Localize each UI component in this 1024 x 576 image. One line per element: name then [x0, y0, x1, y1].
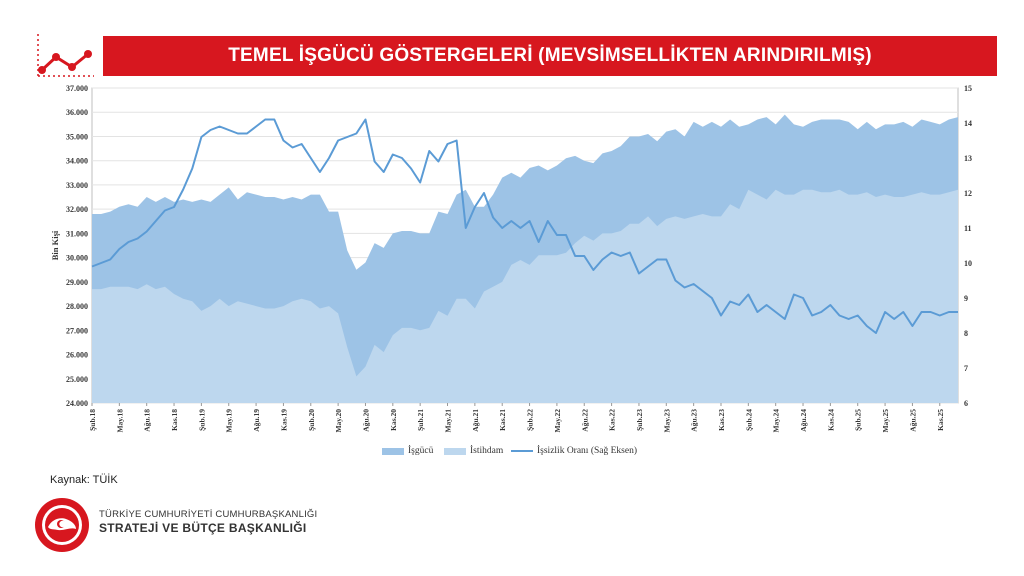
x-tick-label: Ağu.21 [471, 409, 480, 432]
y-tick-label: 35.000 [66, 132, 88, 141]
y2-tick-label: 7 [964, 364, 968, 373]
x-tick-label: Şub.21 [416, 409, 425, 431]
y-tick-label: 37.000 [66, 84, 88, 93]
y-tick-label: 28.000 [66, 302, 88, 311]
x-tick-label: May.20 [334, 409, 343, 433]
series-line-unemployment [91, 118, 958, 334]
x-tick-label: Ağu.25 [908, 409, 917, 432]
y-tick-label: 30.000 [66, 254, 88, 263]
x-tick-label: Ağu.18 [143, 409, 152, 432]
x-tick-label: May.21 [444, 409, 453, 433]
y-tick-label: 33.000 [66, 181, 88, 190]
y-tick-label: 29.000 [66, 278, 88, 287]
x-tick-label: May.19 [225, 409, 234, 433]
x-tick-label: Şub.20 [307, 409, 316, 431]
x-tick-label: Ağu.24 [799, 409, 808, 432]
x-tick-label: Kas.23 [717, 409, 726, 431]
y2-tick-label: 10 [964, 259, 972, 268]
y-tick-label: 25.000 [66, 375, 88, 384]
y-tick-label: 24.000 [66, 399, 88, 408]
org-name-line2: STRATEJİ VE BÜTÇE BAŞKANLIĞI [99, 521, 307, 535]
y-tick-label: 36.000 [66, 108, 88, 117]
x-tick-label: May.24 [772, 409, 781, 433]
x-tick-label: Kas.20 [389, 409, 398, 431]
x-tick-label: Kas.25 [936, 409, 945, 431]
x-tick-label: Ağu.19 [252, 409, 261, 432]
y2-tick-label: 8 [964, 329, 968, 338]
legend-label-employment: İstihdam [470, 446, 504, 456]
org-name-line1: TÜRKİYE CUMHURİYETİ CUMHURBAŞKANLIĞI [99, 509, 318, 520]
y-axis-label: Bin Kişi [50, 230, 60, 260]
y-tick-label: 26.000 [66, 351, 88, 360]
legend-swatch-labor-force [382, 447, 404, 455]
x-tick-label: Ağu.22 [580, 409, 589, 432]
source-note: Kaynak: TÜİK [50, 474, 118, 486]
x-tick-label: Ağu.20 [361, 409, 370, 432]
y2-tick-label: 9 [964, 294, 968, 303]
x-tick-label: May.22 [553, 409, 562, 433]
legend-item-employment: İstihdam [444, 446, 503, 456]
y-tick-label: 31.000 [66, 229, 88, 238]
organization-seal-icon [34, 497, 90, 553]
x-tick-label: Şub.24 [744, 409, 753, 431]
legend-item-labor-force: İşgücü [382, 446, 433, 456]
chart-logo-icon [34, 30, 96, 80]
x-tick-label: May.23 [662, 409, 671, 433]
legend-label-labor-force: İşgücü [408, 446, 434, 456]
x-tick-label: Kas.18 [170, 409, 179, 431]
x-tick-label: Şub.23 [635, 409, 644, 431]
page-title: TEMEL İŞGÜCÜ GÖSTERGELERİ (MEVSİMSELLİKT… [228, 45, 872, 66]
x-tick-label: Kas.21 [498, 409, 507, 431]
title-banner: TEMEL İŞGÜCÜ GÖSTERGELERİ (MEVSİMSELLİKT… [103, 36, 997, 76]
x-tick-label: Şub.25 [854, 409, 863, 431]
x-tick-label: Kas.24 [826, 409, 835, 431]
labor-indicators-chart: 24.000 25.000 26.000 27.000 28.000 29.000 30.0… [50, 84, 972, 433]
x-tick-label: Kas.19 [279, 409, 288, 431]
x-tick-label: May.25 [881, 409, 890, 433]
y-tick-label: 27.000 [66, 326, 88, 335]
legend-swatch-unemployment [511, 450, 533, 452]
y2-tick-label: 11 [964, 224, 972, 233]
x-tick-label: Şub.22 [526, 409, 535, 431]
y2-tick-label: 12 [964, 189, 972, 198]
y-tick-label: 34.000 [66, 157, 88, 166]
x-tick-label: Şub.19 [197, 409, 206, 431]
legend-swatch-employment [444, 447, 466, 455]
x-tick-label: Ağu.23 [690, 409, 699, 432]
x-tick-label: Şub.18 [88, 409, 97, 431]
series-area-employment [92, 189, 958, 403]
y2-tick-label: 15 [964, 84, 972, 93]
x-tick-label: Kas.22 [608, 409, 617, 431]
y-tick-label: 32.000 [66, 205, 88, 214]
legend-item-unemployment: İşsizlik Oranı (Sağ Eksen) [511, 446, 637, 456]
y2-tick-label: 6 [964, 399, 968, 408]
y2-tick-label: 13 [964, 154, 972, 163]
y2-tick-label: 14 [964, 119, 972, 128]
x-tick-label: May.18 [115, 409, 124, 433]
legend-label-unemployment: İşsizlik Oranı (Sağ Eksen) [537, 446, 637, 456]
